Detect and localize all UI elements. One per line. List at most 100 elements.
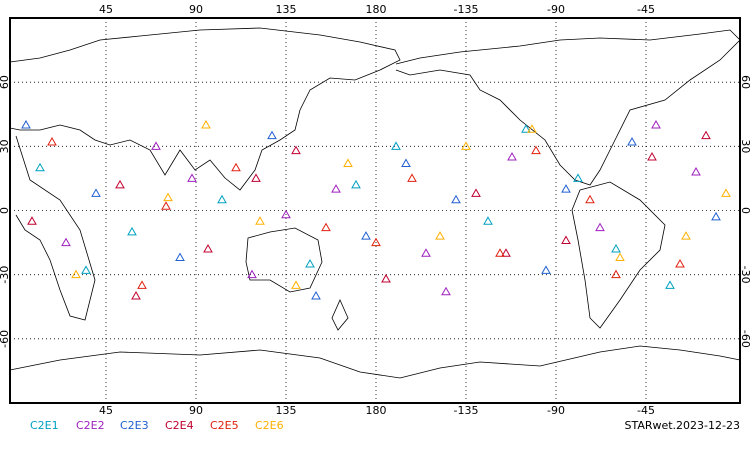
observation-marker: [247, 269, 257, 279]
observation-marker: [81, 265, 91, 274]
observation-marker: [561, 184, 571, 193]
legend-label: C2E3: [120, 419, 149, 432]
observation-marker: [361, 231, 371, 240]
observation-marker: [115, 179, 125, 189]
legend-label: C2E6: [255, 419, 284, 432]
observation-marker: [381, 273, 391, 283]
observation-marker: [647, 152, 657, 161]
observation-marker: [651, 119, 661, 129]
observation-marker: [321, 222, 331, 232]
chart-title: STARwet.2023-12-23: [624, 419, 740, 432]
observation-marker: [701, 130, 711, 140]
y-tick-label: 30: [0, 139, 11, 153]
observation-marker: [27, 216, 37, 225]
observation-marker: [441, 286, 451, 296]
observation-marker: [407, 173, 417, 182]
map-frame: [9, 17, 741, 404]
y-tick-label: 0: [0, 207, 11, 214]
observation-marker: [343, 158, 353, 167]
points: [21, 119, 731, 300]
observation-marker: [421, 248, 431, 257]
x-tick-label: -135: [454, 404, 479, 417]
observation-marker: [681, 231, 691, 240]
y-tick-label: -30: [739, 266, 750, 284]
x-tick-label: 45: [99, 3, 113, 16]
observation-marker: [231, 162, 241, 172]
x-tick-label: -45: [637, 404, 655, 417]
legend-label: C2E2: [76, 419, 105, 432]
observation-marker: [615, 252, 625, 262]
observation-marker: [203, 243, 213, 253]
observation-marker: [291, 280, 301, 289]
observation-marker: [35, 162, 45, 172]
x-tick-label: 135: [276, 404, 297, 417]
x-tick-label: -90: [547, 404, 565, 417]
observation-marker: [541, 265, 551, 274]
legend-label: C2E1: [30, 419, 59, 432]
y-tick-label: -30: [0, 266, 11, 284]
y-tick-label: 0: [739, 207, 750, 214]
observation-marker: [161, 201, 171, 210]
observation-marker: [71, 269, 81, 279]
observation-marker: [151, 141, 161, 150]
observation-marker: [175, 252, 185, 262]
x-tick-label: -90: [547, 3, 565, 16]
y-tick-label: -60: [0, 330, 11, 348]
observation-marker: [311, 291, 321, 300]
observation-marker: [611, 269, 621, 279]
observation-marker: [371, 237, 381, 247]
observation-marker: [435, 231, 445, 240]
x-tick-label: -45: [637, 3, 655, 16]
x-tick-label: 135: [276, 3, 297, 16]
x-tick-label: 180: [366, 404, 387, 417]
observation-marker: [461, 141, 471, 150]
observation-marker: [217, 194, 227, 204]
observation-marker: [255, 216, 265, 225]
observation-marker: [585, 194, 595, 204]
observation-marker: [391, 141, 401, 150]
observation-marker: [187, 173, 197, 182]
observation-marker: [201, 119, 211, 129]
observation-marker: [471, 188, 481, 197]
observation-marker: [281, 209, 291, 219]
observation-marker: [61, 237, 71, 247]
observation-marker: [47, 137, 57, 146]
observation-marker: [21, 119, 31, 129]
legend-label: C2E4: [165, 419, 194, 432]
observation-marker: [251, 173, 261, 182]
observation-marker: [451, 194, 461, 204]
observation-marker: [675, 258, 685, 268]
x-tick-label: 180: [366, 3, 387, 16]
observation-marker: [521, 124, 531, 133]
observation-marker: [91, 188, 101, 197]
observation-marker: [573, 173, 583, 182]
observation-marker: [531, 145, 541, 155]
observation-marker: [665, 280, 675, 289]
y-tick-label: 30: [739, 139, 750, 153]
observation-marker: [305, 258, 315, 268]
observation-marker: [611, 243, 621, 253]
y-tick-label: -60: [739, 330, 750, 348]
observation-marker: [483, 216, 493, 225]
observation-marker: [501, 248, 511, 257]
observation-marker: [291, 145, 301, 155]
observation-marker: [627, 137, 637, 146]
observation-marker: [711, 211, 721, 221]
observation-marker: [527, 124, 537, 133]
grid: [10, 18, 740, 403]
coastlines: [9, 27, 741, 379]
x-tick-label: 45: [99, 404, 113, 417]
observation-marker: [507, 152, 517, 161]
y-tick-label: 60: [739, 75, 750, 89]
observation-marker: [131, 291, 141, 300]
observation-marker: [127, 226, 137, 236]
observation-marker: [351, 179, 361, 189]
observation-marker: [267, 130, 277, 140]
observation-marker: [595, 222, 605, 232]
observation-marker: [495, 248, 505, 257]
observation-marker: [163, 192, 173, 202]
x-tick-label: 90: [189, 3, 203, 16]
observation-marker: [721, 188, 731, 197]
